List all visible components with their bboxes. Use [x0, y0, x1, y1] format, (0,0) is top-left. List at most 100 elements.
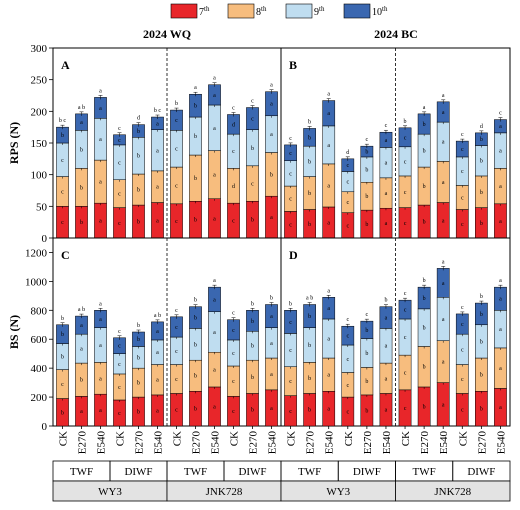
stacked-bar: a a a a b [379, 298, 393, 427]
stacked-bar: c c c c c [170, 308, 183, 427]
stacked-bar: c d c d c [227, 106, 240, 239]
significance-letter: a [499, 149, 502, 155]
significance-letter: b [365, 194, 368, 200]
total-significance-letter: c [499, 111, 502, 117]
stacked-bar: c c c c c [398, 291, 412, 427]
significance-letter: a [213, 126, 216, 132]
x-tick-label: E540 [438, 431, 450, 455]
stacked-bar: c c c c b [170, 101, 183, 239]
total-significance-letter: a [194, 85, 197, 91]
significance-letter: b [423, 326, 426, 332]
stacked-bar: c c c c d [341, 150, 355, 239]
total-significance-letter: c [251, 99, 254, 105]
stacked-bar: a a a a a b [151, 313, 164, 427]
significance-letter: b [480, 190, 483, 196]
stacked-bar: a a a a b c [151, 108, 164, 239]
stacked-bar: c c c c b [284, 301, 297, 427]
significance-letter: c [232, 149, 235, 155]
significance-letter: b [194, 342, 197, 348]
water-group-label: TWF [413, 466, 436, 478]
total-significance-letter: c [175, 308, 178, 314]
significance-letter: c [461, 408, 464, 414]
significance-letter: a [213, 404, 216, 410]
total-significance-letter: b [308, 119, 311, 125]
significance-letter: c [404, 221, 407, 227]
significance-letter: c [118, 344, 121, 350]
significance-letter: b [80, 378, 83, 384]
legend-swatch-10th [343, 3, 371, 19]
x-tick-label: E540 [381, 431, 393, 455]
significance-letter: b [480, 373, 483, 379]
significance-letter: b [251, 218, 254, 224]
significance-letter: c [251, 182, 254, 188]
stacked-bar: c c c c b [398, 119, 412, 239]
y-tick-label: 100 [31, 170, 48, 182]
significance-letter: a [385, 221, 388, 227]
stacked-bar: b b b b b [475, 294, 488, 427]
significance-letter: c [232, 409, 235, 415]
significance-letter: b [61, 332, 64, 338]
x-tick-label: E270 [191, 431, 203, 455]
significance-letter: a [270, 102, 273, 108]
significance-letter: c [289, 151, 292, 157]
stacked-bar: b c b c c [246, 99, 259, 239]
significance-letter: a [270, 314, 273, 320]
significance-letter: a [442, 360, 445, 366]
stacked-bar: b b b b c [360, 137, 374, 239]
x-tick-label: CK [115, 431, 127, 446]
panels: A 0 50 100 150 200 250 300 RPS (N) c c c b b c b b b a a b… [7, 43, 511, 433]
stacked-bar: b b b b a [189, 85, 202, 239]
significance-letter: a [270, 406, 273, 412]
significance-letter: a [213, 173, 216, 179]
total-significance-letter: a [270, 83, 273, 89]
water-group-label: TWF [70, 466, 93, 478]
significance-letter: c [289, 379, 292, 385]
stacked-bar: b b b b d [475, 124, 488, 239]
stacked-bar: b b b b d [132, 116, 145, 239]
total-significance-letter: d [346, 150, 349, 156]
significance-letter: c [346, 223, 349, 229]
significance-letter: b [194, 374, 197, 380]
significance-letter: a [385, 161, 388, 167]
significance-letter: b [365, 379, 368, 385]
significance-letter: b [423, 220, 426, 226]
significance-letter: b [423, 365, 426, 371]
significance-letter: b [137, 337, 140, 343]
significance-letter: a [270, 215, 273, 221]
stacked-bar: b b b b b [417, 278, 431, 427]
x-tick-label: E270 [476, 431, 488, 455]
total-significance-letter: c [404, 291, 407, 297]
significance-letter: c [404, 159, 407, 165]
legend-item-8th: 8th [227, 3, 267, 19]
significance-letter: b [194, 176, 197, 182]
significance-letter: c [404, 335, 407, 341]
significance-letter: b [61, 410, 64, 416]
significance-letter: b [365, 408, 368, 414]
significance-letter: a [327, 143, 330, 149]
water-group-label: TWF [184, 466, 207, 478]
total-significance-letter: c [366, 312, 369, 318]
total-significance-letter: b [289, 301, 292, 307]
significance-letter: a [499, 297, 502, 303]
variety-label: JNK728 [434, 486, 471, 498]
x-tick-label: E540 [495, 431, 507, 455]
significance-letter: b [308, 376, 311, 382]
total-significance-letter: b [480, 294, 483, 300]
total-significance-letter: c [385, 123, 388, 129]
stacked-bar: a a a a c [379, 123, 393, 239]
significance-letter: b [365, 150, 368, 156]
x-tick-label: E270 [134, 431, 146, 455]
x-tick-label: CK [457, 431, 469, 446]
legend: 7th 8th 9th 10th [170, 3, 388, 19]
stacked-bar: c c c c c [113, 329, 126, 427]
stacked-bar: c c c c c [284, 136, 297, 239]
significance-letter: c [61, 382, 64, 388]
significance-letter: a [442, 180, 445, 186]
x-tick-label: E270 [419, 431, 431, 455]
total-significance-letter: c [118, 126, 121, 132]
significance-letter: a [385, 191, 388, 197]
significance-letter: a [80, 323, 83, 329]
